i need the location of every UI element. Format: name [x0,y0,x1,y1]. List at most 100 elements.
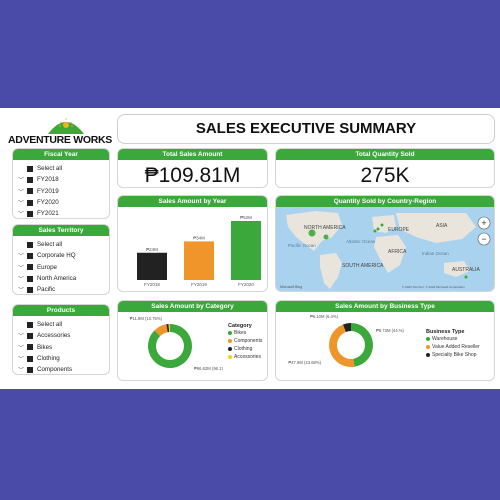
chevron-down-icon[interactable]: ﹀ [17,334,24,341]
legend-dot [228,347,232,351]
map-bubble[interactable] [323,234,329,240]
donut-slice[interactable] [342,323,351,332]
slicer-item[interactable]: Select all [17,239,105,250]
donut-slice[interactable] [166,324,170,333]
donut-slice[interactable] [329,324,355,367]
sales-by-category-title: Sales Amount by Category [118,301,267,312]
legend-item[interactable]: Value Added Reseller [426,343,494,351]
chevron-down-icon[interactable]: ﹀ [17,254,24,261]
sales-territory-slicer: Sales Territory Select all ﹀ Corporate HQ… [12,224,110,295]
map-bubble[interactable] [464,275,468,279]
checkbox[interactable] [27,176,33,183]
sales-by-category-card: Sales Amount by Category ₱96.62M (96.17%… [117,300,268,381]
slicer-item[interactable]: Select all [17,319,105,330]
slicer-item[interactable]: ﹀ Europe [17,262,105,273]
map-bubble[interactable] [380,223,384,227]
checkbox[interactable] [27,188,33,195]
donut-data-label: ₱11.8M (10.75%) [130,316,163,321]
chevron-down-icon[interactable]: ﹀ [17,178,24,185]
slicer-item[interactable]: Select all [17,163,105,174]
legend-item[interactable]: Specialty Bike Shop [426,351,494,359]
legend-dot [228,355,232,359]
checkbox[interactable] [27,366,33,373]
chevron-down-icon[interactable]: ﹀ [17,189,24,196]
bar-category-label: FY2020 [238,282,254,287]
slicer-item[interactable]: ﹀ Accessories [17,330,105,341]
legend-item[interactable]: Components [228,337,267,345]
checkbox[interactable] [27,252,33,259]
checkbox[interactable] [27,332,33,339]
chevron-down-icon[interactable]: ﹀ [17,265,24,272]
checkbox[interactable] [27,264,33,271]
zoom-in-button[interactable]: + [477,216,491,230]
checkbox[interactable] [27,275,33,282]
slicer-item[interactable]: ﹀ FY2020 [17,197,105,208]
map-bubble[interactable] [308,229,316,237]
bar[interactable] [137,252,167,280]
legend-item[interactable]: Warehouse [426,335,494,343]
checkbox[interactable] [27,199,33,206]
map-label: Pacific Ocean [288,243,316,248]
slicer-item[interactable]: ﹀ Components [17,364,105,375]
map-title: Quantity Sold by Country-Region [276,196,494,207]
sales-by-year-title: Sales Amount by Year [118,196,267,207]
checkbox[interactable] [27,286,33,293]
slicer-item[interactable]: ﹀ FY2019 [17,186,105,197]
checkbox[interactable] [27,321,33,328]
slicer-item-label: FY2018 [37,176,59,184]
donut-slice[interactable] [351,323,373,367]
category-donut-chart: ₱96.62M (96.17%) ₱11.8M (10.75%) [130,316,223,371]
products-slicer: Products Select all ﹀ Accessories ﹀ Bikes … [12,304,110,375]
map-bubble[interactable] [373,229,377,233]
map-label: AFRICA [388,249,407,255]
slicer-item-label: FY2019 [37,187,59,195]
slicer-item[interactable]: ﹀ Corporate HQ [17,250,105,261]
adventure-works-logo: ADVENTURE WORKS [8,114,113,148]
legend-item[interactable]: Accessories [228,353,267,361]
slicer-item[interactable]: ﹀ Pacific [17,284,105,295]
checkbox[interactable] [27,241,33,248]
brand-name: ADVENTURE WORKS [8,134,113,146]
chevron-down-icon[interactable]: ﹀ [17,368,24,375]
category-legend-title: Category [228,323,252,329]
slicer-item-label: Select all [37,321,63,329]
legend-item[interactable]: Bikes [228,329,267,337]
bar[interactable] [231,221,261,280]
slicer-item[interactable]: ﹀ FY2018 [17,174,105,185]
slicer-item-label: Pacific [37,286,56,294]
bar-data-label: ₱52M [240,215,252,220]
legend-label: Value Added Reseller [432,344,480,350]
page-title: SALES EXECUTIVE SUMMARY [195,120,417,137]
business-legend: Business Type Warehouse Value Added Rese… [426,329,494,359]
logo-sun-icon [48,118,84,134]
checkbox[interactable] [27,355,33,362]
donut-slice[interactable] [154,324,168,337]
checkbox[interactable] [27,344,33,351]
slicer-item[interactable]: ﹀ FY2021 [17,208,105,219]
legend-item[interactable]: Clothing [228,345,267,353]
chevron-down-icon[interactable]: ﹀ [17,212,24,219]
map-label: AUSTRALIA [452,267,480,273]
chevron-down-icon[interactable]: ﹀ [17,345,24,352]
sales-by-year-card: Sales Amount by Year ₱24M FY2018 ₱34M FY201… [117,195,268,292]
donut-slice[interactable] [168,324,170,333]
chevron-down-icon[interactable]: ﹀ [17,201,24,208]
slicer-item-label: Select all [37,165,63,173]
world-map[interactable]: NORTH AMERICA EUROPE ASIA AFRICA SOUTH A… [276,207,495,292]
checkbox[interactable] [27,210,33,217]
chevron-down-icon[interactable]: ﹀ [17,277,24,284]
sales-by-business-card: Sales Amount by Business Type ₱8.73M (44… [275,300,495,381]
map-bubble[interactable] [376,227,380,231]
donut-slice[interactable] [148,324,192,368]
checkbox[interactable] [27,165,33,172]
zoom-out-button[interactable]: − [477,232,491,246]
slicer-item[interactable]: ﹀ Bikes [17,342,105,353]
sales-by-year-chart: ₱24M FY2018 ₱34M FY2019 ₱52M FY2020 [137,215,261,287]
chevron-down-icon[interactable]: ﹀ [17,357,24,364]
bar[interactable] [184,241,214,280]
legend-label: Bikes [234,330,247,336]
bar-category-label: FY2019 [191,282,207,287]
slicer-item[interactable]: ﹀ North America [17,273,105,284]
chevron-down-icon[interactable]: ﹀ [17,288,24,295]
slicer-item[interactable]: ﹀ Clothing [17,353,105,364]
